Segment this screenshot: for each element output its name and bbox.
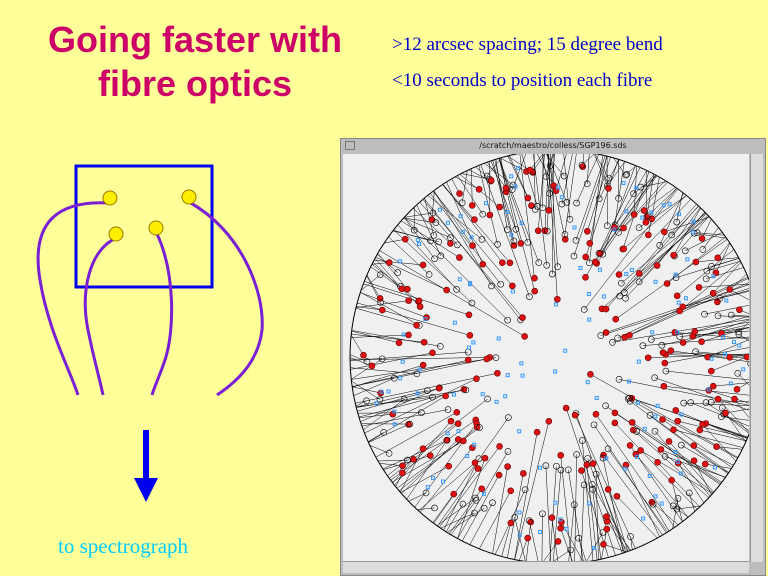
fibre-2 <box>83 236 117 396</box>
field-plate-box <box>74 164 214 289</box>
window-titlebar[interactable]: /scratch/maestro/colless/SGP196.sds <box>341 139 765 153</box>
fibres <box>36 200 264 397</box>
spectrograph-caption: to spectrograph <box>58 534 189 558</box>
window-close-button[interactable] <box>345 141 355 150</box>
arrow-down-icon <box>134 430 158 502</box>
plot-window: /scratch/maestro/colless/SGP196.sds <box>340 138 766 576</box>
fibre-end-4 <box>148 220 164 236</box>
fibre-1 <box>36 201 111 396</box>
targets <box>360 161 749 554</box>
fibre-field-plot <box>349 154 749 562</box>
note-timing: <10 seconds to position each fibre <box>392 70 653 91</box>
slide-title: Going faster with fibre optics <box>20 18 370 106</box>
fibre-diagram <box>36 164 264 502</box>
fibre-end-3 <box>108 226 124 242</box>
fibre-end-1 <box>102 190 118 206</box>
fibre-lines <box>349 154 749 562</box>
fibre-4 <box>188 200 264 397</box>
vertical-scrollbar[interactable] <box>750 154 763 562</box>
window-title: /scratch/maestro/colless/SGP196.sds <box>479 141 627 150</box>
fibre-3 <box>150 231 174 396</box>
horizontal-scrollbar[interactable] <box>343 561 749 573</box>
note-spacing: >12 arcsec spacing; 15 degree bend <box>392 34 663 55</box>
plate-edge <box>349 154 749 562</box>
title-line-1: Going faster with <box>47 19 342 60</box>
field-plot <box>343 154 749 562</box>
title-line-2: fibre optics <box>97 63 293 104</box>
fibre-end-2 <box>181 189 197 205</box>
